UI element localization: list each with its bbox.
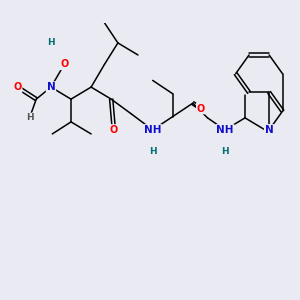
Text: O: O [110, 125, 118, 135]
Text: N: N [46, 82, 55, 92]
Text: N: N [265, 125, 274, 135]
Text: H: H [26, 113, 33, 122]
Text: O: O [14, 82, 22, 92]
Text: O: O [60, 59, 68, 69]
Text: H: H [47, 38, 55, 47]
Text: H: H [221, 147, 229, 156]
Text: NH: NH [144, 125, 161, 135]
Text: O: O [197, 103, 205, 113]
Text: NH: NH [216, 125, 234, 135]
Text: H: H [149, 147, 157, 156]
